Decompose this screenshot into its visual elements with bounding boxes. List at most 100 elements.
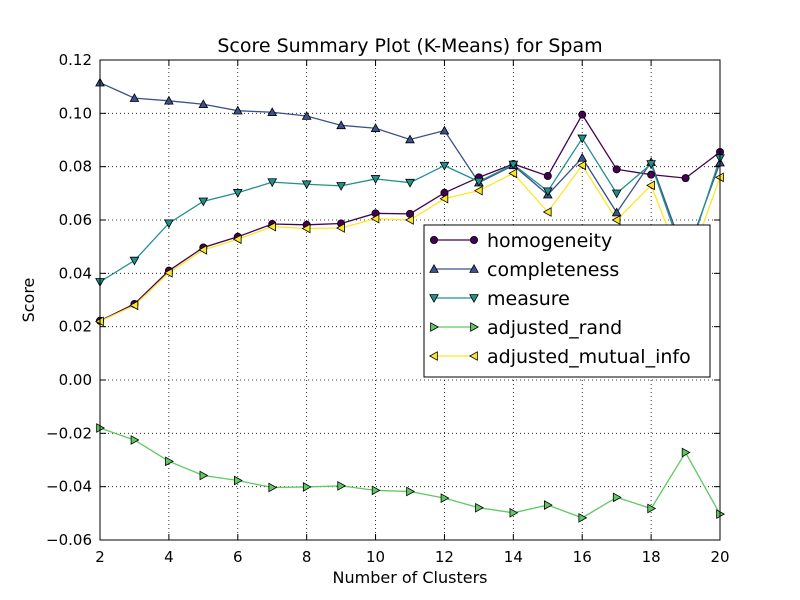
data-point [508,168,518,179]
data-point [646,180,655,191]
legend-marker-adjusted_mutual_info [468,351,478,361]
data-point [577,152,588,162]
y-axis-title: Score [19,278,38,323]
y-tick-label: −0.02 [46,424,92,442]
data-point [475,502,484,513]
series-markers-adjusted_rand [96,423,726,523]
legend-marker-measure [429,294,439,304]
data-point [301,110,312,120]
data-point [646,160,656,170]
axis-ticks [99,59,721,541]
data-point [405,178,415,188]
data-point [370,175,381,184]
legend-marker-adjusted_rand [470,322,480,332]
legend-marker-adjusted_rand [430,322,440,332]
data-point [508,160,519,170]
data-point [611,215,621,225]
data-point [404,215,414,225]
data-point [232,234,242,245]
y-tick-label: 0.02 [59,318,92,336]
data-point [129,300,139,311]
data-point [612,165,621,174]
y-tick-label: 0.04 [59,264,92,282]
legend-marker-homogeneity [429,235,438,244]
data-point [611,207,622,217]
legend-marker-measure [469,294,479,304]
data-point [164,95,174,105]
x-tick-label: 14 [504,548,523,566]
data-point [336,182,346,191]
data-point [681,174,690,183]
x-tick-label: 8 [302,548,312,566]
data-point [234,475,243,486]
data-point [371,485,381,496]
x-tick-label: 2 [95,548,105,566]
x-tick-labels: 2 4 6 8 10 12 14 16 18 20 [95,548,729,566]
data-point [302,482,312,492]
x-tick-label: 18 [642,548,661,566]
data-point [165,456,174,467]
data-point [577,134,588,144]
y-tick-label: 0.06 [59,211,92,229]
data-point [544,500,553,510]
data-point [129,93,140,102]
y-tick-label: 0.08 [59,158,92,176]
data-point [267,221,276,232]
legend-marker-homogeneity [469,235,478,244]
data-point [542,187,553,197]
y-tick-label: 0.00 [59,371,92,389]
x-tick-label: 16 [573,548,592,566]
legend-label-completeness: completeness [487,259,619,281]
data-point [439,193,449,204]
data-point [336,223,345,233]
y-tick-label: −0.06 [46,531,92,549]
x-tick-label: 10 [366,548,385,566]
data-point [267,178,278,188]
data-point [473,185,483,196]
data-point [406,486,416,497]
data-point [509,507,519,518]
data-point [267,107,278,117]
x-tick-label: 6 [233,548,243,566]
data-point [232,105,243,115]
legend-marker-completeness [429,263,439,273]
data-point [542,207,552,217]
data-point [301,180,312,190]
data-point [129,256,140,266]
data-point [198,197,209,207]
y-tick-label: 0.10 [59,104,92,122]
data-point [370,213,380,224]
legend-label-homogeneity: homogeneity [487,230,612,252]
legend-marker-completeness [469,263,479,273]
data-point [199,470,209,481]
legend: homogeneity completeness measure adjusted_r… [423,224,711,378]
data-point [337,480,347,491]
x-tick-label: 12 [435,548,454,566]
data-point [163,267,173,278]
data-point [647,503,657,514]
plot-frame [99,59,721,541]
data-point [577,160,586,171]
chart-title: Score Summary Plot (K-Means) for Spam [217,35,602,57]
data-point [647,170,656,179]
data-point [130,435,140,445]
data-point [405,134,415,144]
data-point [232,189,243,198]
data-point [439,125,450,135]
legend-box [423,224,711,378]
data-point [440,493,450,504]
legend-marker-adjusted_mutual_info [428,351,438,361]
data-point [268,482,278,493]
data-point [370,123,381,133]
legend-label-measure: measure [487,288,570,310]
data-point [164,219,174,229]
series-markers-completeness [95,77,725,262]
y-tick-labels: −0.06 −0.04 −0.02 0.00 0.02 0.04 0.06 0.08 0.10 0… [46,51,92,549]
series-markers-adjusted_mutual_info [94,160,724,327]
data-point [543,171,552,180]
data-point [611,189,622,199]
data-point [578,110,587,119]
data-point [336,120,346,130]
data-point [578,512,588,523]
